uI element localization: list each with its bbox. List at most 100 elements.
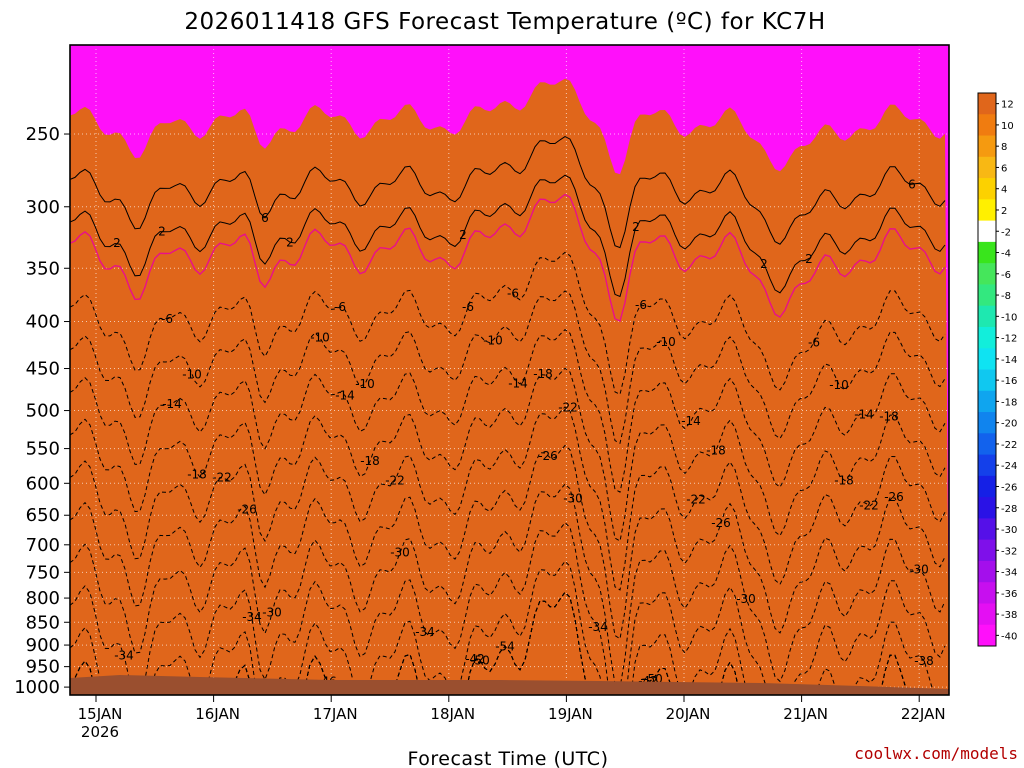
- contour-label: -22: [385, 474, 405, 488]
- contour-label: -38: [914, 654, 934, 668]
- y-tick-label: 250: [26, 124, 60, 145]
- colorbar-swatch: [978, 539, 996, 562]
- x-tick-label: 16JAN: [195, 705, 240, 723]
- colorbar-swatch: [978, 582, 996, 604]
- contour-label: -42: [465, 652, 485, 666]
- x-tick-label: 20JAN: [666, 705, 711, 723]
- isotherm-line: [70, 406, 946, 591]
- colorbar-tick-label: -20: [1001, 419, 1017, 430]
- colorbar-tick-label: 12: [1001, 100, 1014, 111]
- contour-label: 6: [261, 211, 269, 225]
- contour-label: -22: [859, 499, 879, 513]
- contour-label: 2: [158, 224, 166, 238]
- colorbar-swatch: [978, 475, 996, 498]
- contour-label: -6: [462, 300, 474, 314]
- colorbar-swatch: [978, 454, 996, 477]
- colorbar-swatch: [978, 518, 996, 541]
- colorbar-tick-label: 10: [1001, 121, 1014, 132]
- contour-label: -54: [495, 639, 515, 653]
- contour-label: -10: [829, 378, 849, 392]
- contour-label: -14: [508, 376, 528, 390]
- contour-label: -34: [242, 610, 262, 624]
- colorbar-swatch: [978, 114, 996, 137]
- x-tick-label: 15JAN: [78, 705, 123, 723]
- colorbar: 12 10 8 6 4 2 -2 -4 -6 -8 -10 -12 -14 -16 -18 -20 -22 -24…: [977, 92, 1017, 647]
- contour-label: 6: [908, 178, 916, 192]
- contour-label: -10: [656, 335, 676, 349]
- colorbar-tick-label: -18: [1001, 397, 1017, 408]
- colorbar-swatch: [978, 497, 996, 519]
- contour-label: -6: [334, 300, 346, 314]
- isotherm-line: [70, 521, 946, 695]
- contour-label: -26: [884, 490, 904, 504]
- isotherm-line: [70, 483, 946, 689]
- colorbar-tick-label: -40: [1001, 631, 1017, 642]
- terrain: [70, 675, 949, 695]
- isotherm-line: [70, 444, 946, 640]
- y-tick-label: 500: [26, 401, 60, 422]
- y-tick-label: 700: [26, 535, 60, 556]
- isotherm-line: [70, 136, 946, 249]
- contour-label: -22: [558, 401, 578, 415]
- plot-frame: [69, 44, 950, 696]
- colorbar-tick-label: -2: [1001, 227, 1011, 238]
- colorbar-swatch: [978, 412, 996, 434]
- colorbar-tick-label: -16: [1001, 376, 1017, 387]
- y-tick-label: 400: [26, 312, 60, 333]
- contour-label: -34: [415, 625, 435, 639]
- colorbar-swatch: [978, 178, 996, 200]
- contour-label: -6: [161, 312, 173, 326]
- contour-label: -6: [507, 286, 519, 300]
- y-tick-label: 450: [26, 359, 60, 380]
- colorbar-tick-label: -28: [1001, 504, 1017, 515]
- colorbar-swatch: [978, 263, 996, 285]
- contour-label: -18: [706, 444, 726, 458]
- contour-label: -18: [834, 474, 854, 488]
- colorbar-swatch: [978, 624, 996, 647]
- x-tick-label: 22JAN: [901, 705, 946, 723]
- contour-label: -18: [533, 367, 553, 381]
- credit-text: coolwx.com/models: [854, 744, 1018, 763]
- x-tick-label: 18JAN: [430, 705, 475, 723]
- colorbar-tick-label: -36: [1001, 589, 1017, 600]
- colorbar-tick-label: -22: [1001, 440, 1017, 451]
- contour-label: -26: [538, 449, 558, 463]
- colorbar-swatch: [978, 369, 996, 392]
- contour-label: -30: [390, 546, 410, 560]
- y-tick-label: 1000: [14, 677, 60, 698]
- contour-label: -22: [686, 492, 706, 506]
- contour-label: -18: [879, 410, 899, 424]
- y-tick-label: 550: [26, 439, 60, 460]
- colorbar-tick-label: -30: [1001, 525, 1017, 536]
- colorbar-tick-label: 8: [1001, 142, 1007, 153]
- colorbar-swatch: [978, 326, 996, 349]
- contour-label: 2: [805, 252, 813, 266]
- colorbar-swatch: [978, 135, 996, 158]
- isotherm-line: [70, 560, 946, 695]
- contour-label: -14: [162, 397, 182, 411]
- colorbar-swatch: [978, 305, 996, 328]
- chart-title: 2026011418 GFS Forecast Temperature (ºC)…: [184, 9, 825, 35]
- colorbar-swatch: [978, 156, 996, 179]
- y-tick-label: 600: [26, 473, 60, 494]
- colorbar-tick-label: -34: [1001, 568, 1017, 579]
- contour-label: -18: [187, 468, 207, 482]
- colorbar-swatch: [978, 603, 996, 626]
- contour-label: -10: [310, 331, 330, 345]
- contour-label: -18: [360, 454, 380, 468]
- x-tick-label: 17JAN: [313, 705, 358, 723]
- x-axis-label: Forecast Time (UTC): [408, 748, 609, 768]
- contour-label: -30: [262, 606, 282, 620]
- colorbar-tick-label: -4: [1001, 249, 1011, 260]
- contour-label: -6: [635, 298, 647, 312]
- colorbar-tick-label: -32: [1001, 546, 1017, 557]
- x-tick-label: 21JAN: [783, 705, 828, 723]
- isotherm-line: [70, 328, 946, 493]
- y-tick-label: 900: [26, 635, 60, 656]
- colorbar-swatch: [978, 93, 996, 115]
- colorbar-swatch: [978, 348, 996, 370]
- colorbar-tick-label: -6: [1001, 270, 1011, 281]
- contour-label: -30: [736, 592, 756, 606]
- contour-label: -14: [335, 388, 355, 402]
